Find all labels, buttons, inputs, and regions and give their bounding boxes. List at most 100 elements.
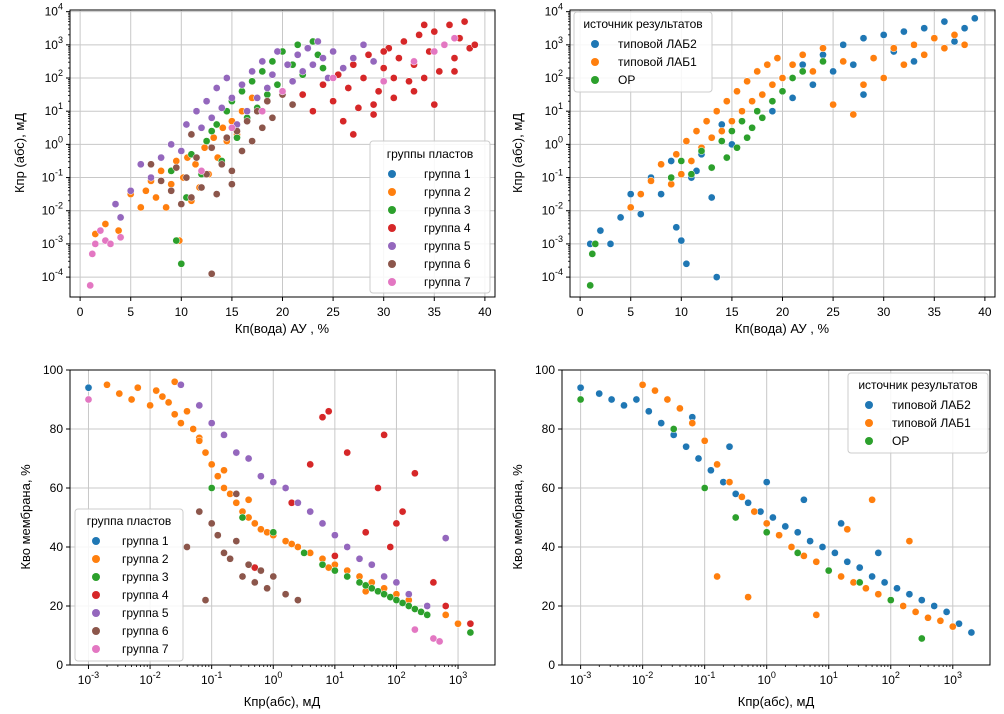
p3-xtick-2-exp: -1: [214, 670, 222, 680]
p3-point-series-2: [287, 540, 296, 548]
p2-ytick-6: 102: [545, 68, 563, 85]
p3-points: [84, 377, 475, 646]
p3-legend: группа пластов группа 1 группа 2 группа …: [74, 508, 184, 662]
p3-point-series-5: [306, 507, 315, 516]
p4-legend-label: ОР: [892, 434, 909, 448]
p4-point-series-1: [781, 522, 790, 531]
p2-point-series-2: [819, 44, 827, 53]
p3-point-series-3: [423, 611, 432, 619]
p4-legend-item: типовой ЛАБ2: [865, 398, 971, 412]
p1-legend-label: группа 1: [424, 167, 471, 181]
p2-point-series-2: [728, 117, 736, 126]
p1-point-series-5: [192, 107, 201, 116]
p3-point-series-2: [170, 410, 179, 419]
p4-point-series-2: [843, 525, 852, 534]
p3-point-series-3: [380, 590, 388, 599]
p1-point-series-4: [389, 94, 398, 102]
p4-point-series-2: [862, 584, 870, 593]
p3-point-series-4: [386, 543, 395, 551]
p1-point-series-4: [460, 17, 469, 26]
p3-point-series-4: [466, 619, 475, 628]
p3-point-series-1: [84, 383, 93, 392]
p3-point-series-3: [238, 513, 247, 522]
p1-ytick-7-exp: 3: [58, 35, 63, 45]
p2-legend-item: типовой ЛАБ2: [591, 37, 697, 51]
p1-point-series-6: [207, 269, 216, 278]
p1-point-series-4: [354, 104, 363, 112]
p1-point-series-2: [200, 143, 209, 152]
p2-point-series-3: [798, 67, 807, 76]
p4-legend-marker: [865, 401, 873, 409]
p4-point-series-1: [762, 478, 771, 486]
p3-point-series-6: [183, 543, 191, 551]
p1-point-series-5: [288, 77, 297, 86]
p3-point-series-5: [269, 478, 278, 486]
p4-legend-label: типовой ЛАБ1: [892, 416, 971, 430]
p3-point-series-2: [441, 611, 450, 619]
p2-ytick-0-exp: -4: [555, 267, 563, 277]
p3-point-series-3: [207, 484, 216, 492]
p3-point-series-4: [361, 528, 370, 537]
p1-legend-marker: [388, 242, 396, 250]
p1-legend-item: группа 3: [388, 203, 471, 217]
p1-point-series-4: [445, 21, 454, 29]
p3-point-series-5: [195, 401, 204, 410]
p2-ylabel: Кпр (абс), мД: [510, 113, 525, 193]
p4-point-series-2: [762, 519, 771, 528]
p4-point-series-2: [905, 537, 914, 545]
p1-xtick-4: 20: [276, 305, 290, 319]
p4-point-series-3: [762, 528, 771, 537]
p4-xtick-labels: 10-3 10-2 10-1 100 101 102 103: [570, 670, 962, 687]
p4-point-series-1: [917, 596, 926, 604]
p1-point-series-5: [349, 54, 358, 62]
p3-legend-label: группа 3: [122, 570, 169, 584]
p1-point-series-6: [187, 193, 196, 202]
p2-point-series-2: [889, 44, 898, 53]
p3-point-series-2: [127, 395, 136, 404]
p4-ytick-1: 20: [542, 599, 556, 613]
p4-xtick-0-exp: -3: [583, 670, 591, 680]
p2-legend-label: ОР: [618, 73, 635, 87]
p3-legend-item: группа 5: [92, 606, 169, 620]
p3-point-series-2: [244, 495, 253, 504]
p1-point-series-6: [212, 190, 221, 198]
p2-xtick-3: 15: [725, 305, 739, 319]
p1-point-series-5: [268, 70, 277, 79]
p4-legend-marker: [865, 419, 873, 427]
p3-legend-label: группа 7: [122, 642, 169, 656]
p4-point-series-1: [855, 563, 864, 572]
p3-point-series-5: [244, 454, 253, 463]
p1-point-series-5: [222, 74, 231, 82]
p3-xtick-3-exp: 0: [277, 670, 282, 680]
p1-point-series-3: [268, 57, 277, 66]
p1-point-series-7: [379, 77, 388, 86]
p1-point-series-7: [258, 107, 267, 116]
p4-legend-title: источник результатов: [858, 378, 977, 392]
p2-point-series-1: [768, 107, 777, 116]
p3-point-series-5: [220, 431, 228, 439]
p3-xtick-6-exp: 3: [462, 670, 467, 680]
p1-point-series-2: [152, 193, 160, 202]
p3-point-series-5: [318, 519, 327, 528]
p1-point-series-5: [283, 60, 292, 69]
p3-ytick-2: 40: [50, 540, 64, 554]
p2-xtick-8: 40: [978, 305, 992, 319]
p1-ytick-3-exp: -1: [55, 168, 63, 178]
p3-point-series-2: [115, 389, 124, 398]
p2-ytick-1-exp: -3: [555, 234, 563, 244]
p1-point-series-4: [450, 67, 459, 76]
p4-point-series-2: [924, 613, 932, 622]
p1-legend-item: группа 6: [388, 257, 471, 271]
p4-point-series-2: [775, 531, 783, 540]
p4-point-series-1: [837, 519, 845, 528]
p3-ytick-5: 100: [43, 363, 63, 377]
p2-point-series-3: [748, 123, 756, 132]
p4-point-series-3: [793, 549, 802, 557]
p1-point-series-5: [329, 47, 337, 56]
p4-point-series-1: [595, 389, 604, 398]
p2-legend-marker: [591, 76, 599, 84]
p2-point-series-1: [819, 50, 827, 59]
p2-xtick-4: 20: [776, 305, 790, 319]
p4-point-series-2: [911, 608, 920, 616]
p3-point-series-6: [281, 590, 290, 599]
